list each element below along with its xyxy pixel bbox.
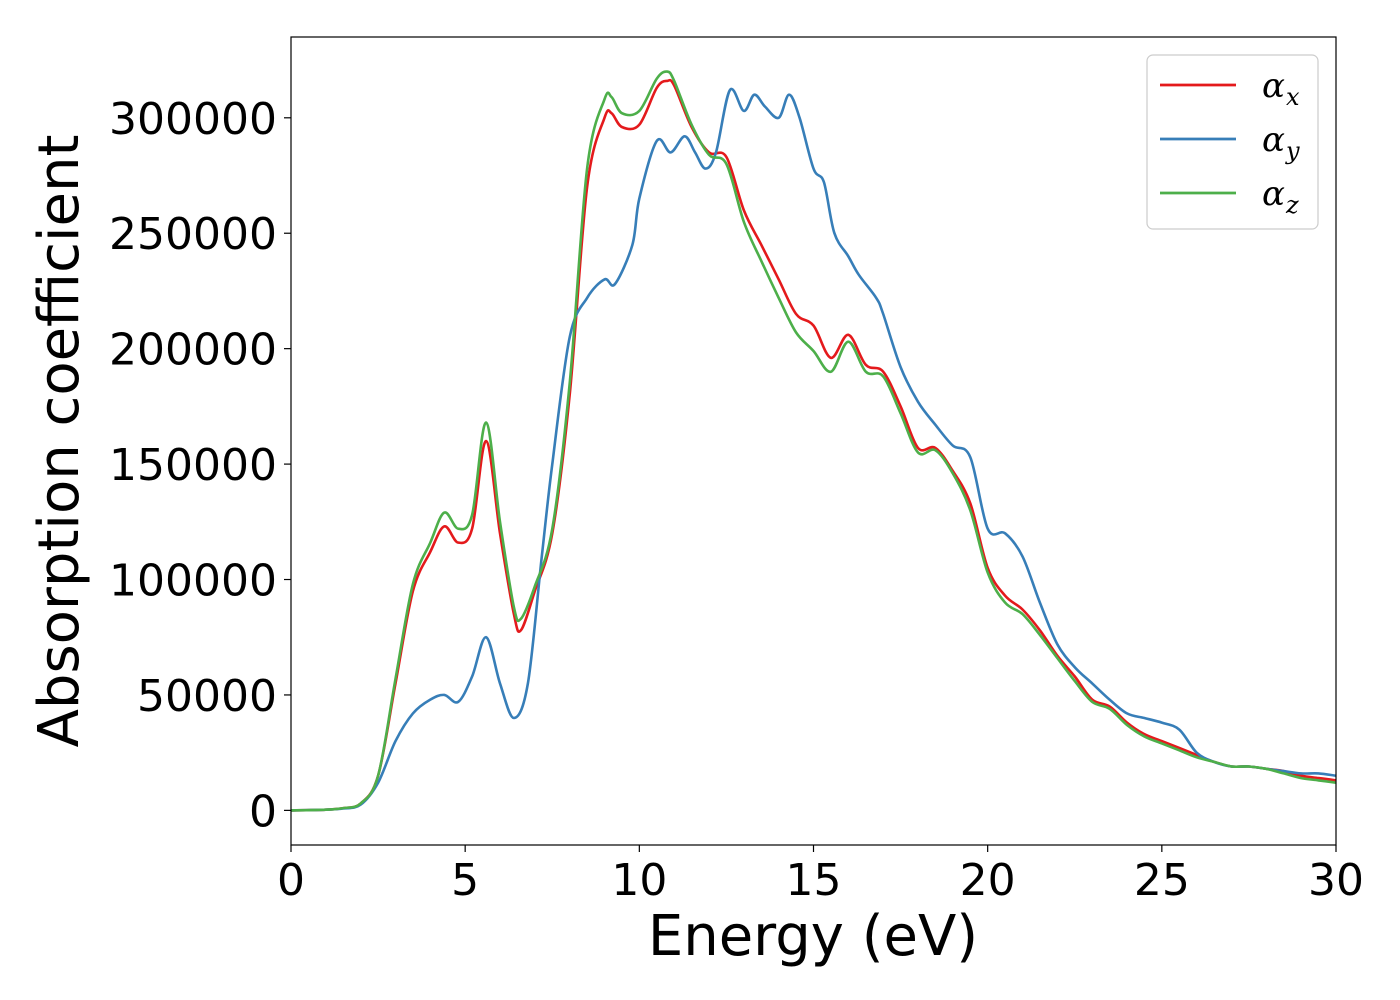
y-axis-label: Absorption coefficient	[27, 135, 92, 748]
legend-frame	[1146, 54, 1319, 230]
series-layer	[291, 70, 1336, 812]
y-tick-label: 200000	[109, 325, 277, 376]
y-tick-label: 250000	[109, 209, 277, 260]
series-line-z	[291, 70, 1336, 812]
x-axis-label: Energy (eV)	[648, 904, 978, 969]
x-tick-label: 0	[277, 855, 305, 906]
y-axis: 0 50000 100000 150000 200000 250000 300000	[109, 94, 291, 837]
x-tick-label: 20	[960, 855, 1016, 906]
x-tick-label: 5	[451, 855, 479, 906]
legend-item-z: αz	[1160, 174, 1299, 219]
x-tick-label: 25	[1134, 855, 1190, 906]
x-tick-label: 15	[786, 855, 842, 906]
y-tick-label: 50000	[137, 671, 277, 722]
x-axis: 0 5 10 15 20 25 30	[277, 845, 1364, 906]
legend-label: αz	[1262, 174, 1299, 219]
x-tick-label: 10	[611, 855, 667, 906]
y-tick-label: 150000	[109, 440, 277, 491]
y-tick-label: 0	[249, 786, 277, 837]
y-tick-label: 100000	[109, 556, 277, 607]
y-tick-label: 300000	[109, 94, 277, 145]
x-tick-label: 30	[1308, 855, 1364, 906]
series-line-x	[291, 78, 1336, 812]
series-line-y	[291, 87, 1336, 812]
